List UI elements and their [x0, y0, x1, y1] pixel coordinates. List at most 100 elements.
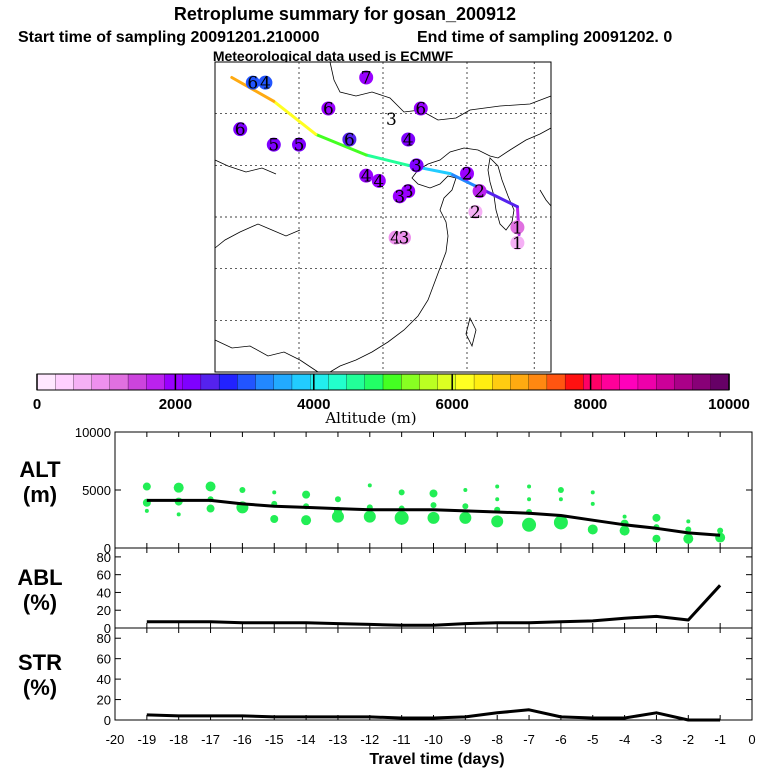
- colorbar-cell: [619, 373, 639, 391]
- cluster-marker: [392, 189, 407, 204]
- alt-dot: [272, 490, 277, 495]
- cluster-marker: [397, 230, 411, 245]
- str-ytick-label: 60: [97, 652, 111, 667]
- alt-dot: [363, 510, 376, 523]
- coastlines: [214, 61, 552, 373]
- cluster-number: 6: [344, 131, 355, 151]
- colorbar-cell: [382, 373, 402, 391]
- colorbar-cell: [146, 373, 166, 391]
- colorbar-tick-label: 2000: [159, 396, 192, 413]
- x-tick-label: -11: [393, 732, 411, 747]
- str-line-path: [146, 708, 721, 722]
- alt-dot: [398, 489, 405, 496]
- str-ytick-label: 20: [97, 693, 111, 708]
- cluster-number: 2: [470, 203, 481, 223]
- colorbar-cell: [182, 373, 202, 391]
- x-tick-label: -20: [106, 732, 125, 747]
- cluster-number: 5: [268, 136, 279, 156]
- alt-dot: [430, 502, 437, 509]
- alt-dot: [270, 515, 279, 523]
- abl-line-path: [146, 584, 722, 627]
- alt-scatter-dots: [142, 481, 726, 544]
- colorbar-cell: [401, 373, 421, 391]
- str-line: [146, 708, 721, 722]
- alt-dot: [367, 483, 372, 488]
- colorbar-cell: [273, 373, 293, 391]
- cluster-number: 4: [361, 167, 372, 187]
- str-y-axis: 0 20 40 60 80: [97, 628, 753, 728]
- cluster-number: 2: [474, 182, 485, 202]
- cluster-marker: [266, 137, 281, 152]
- alt-ytick-label: 0: [104, 541, 111, 556]
- cluster-marker: [321, 101, 336, 116]
- alt-dot: [205, 481, 216, 492]
- x-tick-label: 0: [748, 732, 755, 747]
- cluster-marker: [413, 101, 428, 116]
- x-tick-label: -1: [714, 732, 726, 747]
- alt-ytick-label: 5000: [82, 483, 111, 498]
- cluster-number: 6: [235, 120, 246, 140]
- colorbar-cell: [73, 373, 93, 391]
- colorbar-cells: [36, 373, 730, 391]
- str-ylabel: STR: [18, 650, 62, 675]
- cluster-marker: [468, 204, 483, 219]
- x-tick-label: -15: [265, 732, 284, 747]
- cluster-marker: [292, 137, 306, 152]
- colorbar-cell: [656, 373, 676, 391]
- alt-dot: [522, 517, 537, 532]
- alt-panel: ALT (m) 0 5000 10000: [19, 425, 753, 556]
- colorbar-cell: [218, 373, 238, 391]
- track-segment: [272, 99, 318, 136]
- x-tick-label: -19: [137, 732, 156, 747]
- colorbar-label: Altitude (m): [324, 409, 416, 427]
- alt-dot: [558, 497, 563, 502]
- colorbar-cell: [710, 373, 730, 391]
- alt-y-axis: 0 5000 10000: [75, 425, 753, 556]
- colorbar-cell: [437, 373, 457, 391]
- alt-dot: [495, 484, 500, 489]
- x-tick-label: -8: [491, 732, 503, 747]
- abl-ytick-label: 40: [97, 585, 111, 600]
- abl-y-axis: 0 20 40 60 80: [97, 548, 753, 636]
- alt-dot: [142, 482, 151, 491]
- cluster-marker: [233, 122, 248, 137]
- alt-median-line: [146, 498, 721, 537]
- alt-dot: [557, 487, 564, 493]
- cluster-number: 4: [373, 172, 384, 192]
- alt-dot: [590, 501, 595, 506]
- cluster-marker: [510, 235, 525, 250]
- cluster-marker: [342, 132, 357, 147]
- colorbar-tick-label: 10000: [708, 396, 750, 413]
- cluster-marker: [401, 132, 416, 147]
- colorbar-tick-label: 4000: [297, 396, 330, 413]
- alt-dot: [334, 496, 341, 503]
- colorbar-cell: [564, 373, 584, 391]
- colorbar-cell: [546, 373, 566, 391]
- alt-dot: [459, 511, 472, 524]
- colorbar-cell: [692, 373, 712, 391]
- alt-dot: [331, 510, 344, 523]
- x-tick-label: -3: [651, 732, 663, 747]
- cluster-number: 3: [394, 187, 405, 207]
- cluster-marker: [258, 75, 273, 90]
- colorbar-cell: [455, 373, 475, 391]
- str-ytick-label: 0: [104, 713, 111, 728]
- alt-ylabel: ALT: [19, 457, 61, 482]
- alt-dot: [686, 519, 691, 524]
- cluster-number: 2: [462, 165, 473, 185]
- figure-title: Retroplume summary for gosan_200912: [174, 4, 516, 24]
- x-tick-label: -9: [460, 732, 472, 747]
- x-tick-label: -7: [523, 732, 535, 747]
- colorbar-cell: [346, 373, 366, 391]
- alt-dot: [495, 497, 500, 502]
- end-time-label: End time of sampling 20091202. 0: [417, 29, 672, 46]
- start-time-label: Start time of sampling 20091201.210000: [18, 29, 320, 46]
- alt-dot: [144, 508, 149, 513]
- cluster-marker: [371, 173, 386, 188]
- alt-dot: [427, 511, 440, 524]
- alt-dot: [491, 515, 504, 528]
- colorbar-cell: [255, 373, 275, 391]
- alt-dot: [587, 524, 598, 535]
